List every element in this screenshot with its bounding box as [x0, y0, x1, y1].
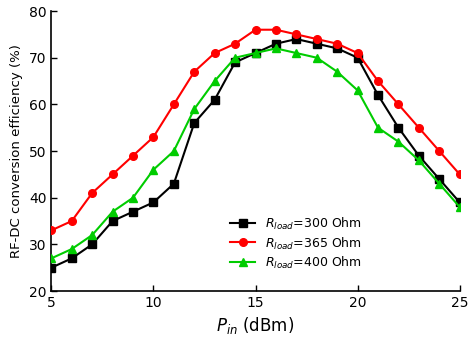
$R_{load}$=400 Ohm [273, 46, 279, 50]
$R_{load}$=365 Ohm [69, 219, 74, 223]
$R_{load}$=300 Ohm [130, 210, 136, 214]
$R_{load}$=365 Ohm [293, 32, 299, 37]
$R_{load}$=365 Ohm [212, 51, 218, 55]
$R_{load}$=300 Ohm [151, 200, 156, 205]
$R_{load}$=300 Ohm [273, 42, 279, 46]
$R_{load}$=365 Ohm [48, 228, 54, 233]
Line: $R_{load}$=400 Ohm: $R_{load}$=400 Ohm [47, 44, 464, 262]
$R_{load}$=400 Ohm [232, 56, 238, 60]
$R_{load}$=400 Ohm [191, 107, 197, 111]
$R_{load}$=400 Ohm [314, 56, 319, 60]
$R_{load}$=300 Ohm [437, 177, 442, 181]
Legend: $R_{load}$=300 Ohm, $R_{load}$=365 Ohm, $R_{load}$=400 Ohm: $R_{load}$=300 Ohm, $R_{load}$=365 Ohm, … [226, 211, 367, 276]
$R_{load}$=300 Ohm [89, 242, 95, 247]
$R_{load}$=400 Ohm [355, 88, 360, 92]
$R_{load}$=400 Ohm [253, 51, 258, 55]
$R_{load}$=365 Ohm [334, 42, 340, 46]
$R_{load}$=365 Ohm [457, 172, 463, 176]
$R_{load}$=365 Ohm [191, 70, 197, 74]
$R_{load}$=400 Ohm [151, 168, 156, 172]
$R_{load}$=400 Ohm [48, 256, 54, 260]
$R_{load}$=400 Ohm [375, 126, 381, 130]
$R_{load}$=365 Ohm [416, 126, 422, 130]
$R_{load}$=300 Ohm [334, 46, 340, 50]
$R_{load}$=300 Ohm [110, 219, 116, 223]
$R_{load}$=365 Ohm [89, 191, 95, 195]
$R_{load}$=400 Ohm [69, 247, 74, 251]
$R_{load}$=400 Ohm [293, 51, 299, 55]
$R_{load}$=365 Ohm [232, 42, 238, 46]
$R_{load}$=365 Ohm [437, 149, 442, 153]
$R_{load}$=300 Ohm [355, 56, 360, 60]
$R_{load}$=365 Ohm [130, 154, 136, 158]
$R_{load}$=300 Ohm [191, 121, 197, 125]
$R_{load}$=365 Ohm [151, 135, 156, 139]
$R_{load}$=300 Ohm [314, 42, 319, 46]
$R_{load}$=400 Ohm [171, 149, 177, 153]
$R_{load}$=365 Ohm [314, 37, 319, 41]
$R_{load}$=300 Ohm [48, 266, 54, 270]
$R_{load}$=365 Ohm [253, 28, 258, 32]
$R_{load}$=300 Ohm [212, 98, 218, 102]
$R_{load}$=300 Ohm [457, 200, 463, 205]
$R_{load}$=300 Ohm [293, 37, 299, 41]
$R_{load}$=400 Ohm [212, 79, 218, 83]
$R_{load}$=300 Ohm [375, 93, 381, 97]
$R_{load}$=400 Ohm [89, 233, 95, 237]
$R_{load}$=300 Ohm [232, 60, 238, 64]
$R_{load}$=365 Ohm [396, 102, 401, 106]
X-axis label: $P_{in}$ (dBm): $P_{in}$ (dBm) [217, 315, 294, 337]
$R_{load}$=300 Ohm [171, 182, 177, 186]
$R_{load}$=400 Ohm [437, 182, 442, 186]
$R_{load}$=400 Ohm [334, 70, 340, 74]
$R_{load}$=400 Ohm [457, 205, 463, 209]
$R_{load}$=400 Ohm [130, 196, 136, 200]
$R_{load}$=365 Ohm [355, 51, 360, 55]
$R_{load}$=365 Ohm [110, 172, 116, 176]
$R_{load}$=400 Ohm [416, 158, 422, 162]
$R_{load}$=400 Ohm [396, 140, 401, 144]
$R_{load}$=365 Ohm [273, 28, 279, 32]
Y-axis label: RF-DC conversion efficiency (%): RF-DC conversion efficiency (%) [10, 44, 23, 258]
Line: $R_{load}$=365 Ohm: $R_{load}$=365 Ohm [47, 26, 464, 234]
$R_{load}$=300 Ohm [253, 51, 258, 55]
$R_{load}$=400 Ohm [110, 210, 116, 214]
Line: $R_{load}$=300 Ohm: $R_{load}$=300 Ohm [47, 35, 464, 272]
$R_{load}$=300 Ohm [69, 256, 74, 260]
$R_{load}$=365 Ohm [171, 102, 177, 106]
$R_{load}$=300 Ohm [416, 154, 422, 158]
$R_{load}$=300 Ohm [396, 126, 401, 130]
$R_{load}$=365 Ohm [375, 79, 381, 83]
